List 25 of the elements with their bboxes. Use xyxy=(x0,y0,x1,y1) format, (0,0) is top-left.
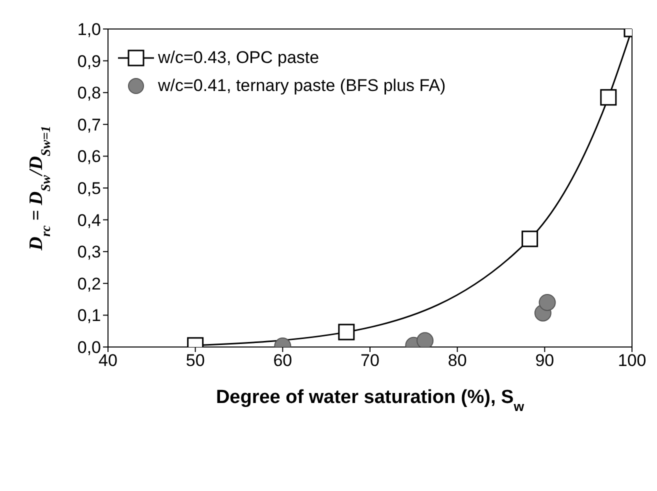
y-tick-label: 0,5 xyxy=(77,179,101,198)
point xyxy=(338,324,355,340)
point xyxy=(522,230,538,248)
x-axis-title: Degree of water saturation (%), S$_{w}$ xyxy=(216,387,525,414)
y-tick-label: 0,8 xyxy=(77,84,101,103)
point xyxy=(416,332,434,347)
y-tick-label: 0,4 xyxy=(77,210,101,230)
y-tick-label: 0,7 xyxy=(77,115,101,134)
y-tick-label: 0,2 xyxy=(77,274,101,294)
x-tick-label: 80 xyxy=(448,351,467,370)
point xyxy=(538,294,556,311)
y-tick-label: 0,9 xyxy=(77,52,101,71)
y-tick-label: 1,0 xyxy=(77,20,101,40)
y-tick-label: 0,0 xyxy=(77,338,101,358)
x-tick-label: 60 xyxy=(273,351,292,370)
y-tick-label: 0,3 xyxy=(77,242,101,262)
x-tick-label: 40 xyxy=(98,351,118,370)
y-tick-label: 0,6 xyxy=(77,147,101,166)
x-tick-label: 70 xyxy=(360,351,380,370)
x-tick-label: 50 xyxy=(186,351,205,370)
x-tick-label: 100 xyxy=(618,351,646,370)
legend-label: w/c=0.43, OPC paste xyxy=(158,48,320,68)
legend-label: w/c=0.41, ternary paste (BFS plus FA) xyxy=(158,76,446,96)
y-tick-label: 0,1 xyxy=(77,306,101,326)
x-tick-label: 90 xyxy=(535,351,554,370)
